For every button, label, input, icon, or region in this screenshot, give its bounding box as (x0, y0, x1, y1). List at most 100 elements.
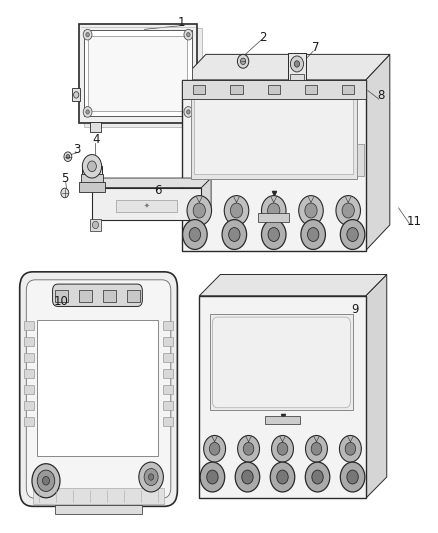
Circle shape (200, 462, 225, 492)
Circle shape (340, 462, 365, 492)
Circle shape (61, 188, 69, 198)
Circle shape (184, 29, 193, 40)
FancyBboxPatch shape (20, 272, 177, 506)
Text: 1: 1 (178, 16, 186, 29)
Circle shape (240, 58, 246, 64)
Bar (230, 85, 243, 94)
Circle shape (342, 203, 354, 218)
Polygon shape (366, 274, 387, 498)
Bar (33, 488, 164, 504)
Bar (24, 401, 34, 410)
Circle shape (339, 435, 361, 462)
Circle shape (82, 155, 102, 178)
Bar (84, 30, 192, 116)
Circle shape (299, 196, 323, 225)
Text: 4: 4 (92, 133, 100, 146)
Text: 2: 2 (259, 31, 267, 44)
Circle shape (347, 228, 358, 241)
Bar (90, 219, 101, 231)
Text: 5: 5 (61, 172, 68, 185)
FancyBboxPatch shape (212, 317, 350, 408)
Circle shape (268, 228, 279, 241)
FancyBboxPatch shape (26, 280, 171, 498)
Circle shape (187, 196, 212, 225)
Circle shape (224, 196, 249, 225)
Text: 9: 9 (351, 303, 359, 316)
Text: 8: 8 (378, 90, 385, 102)
Circle shape (222, 220, 247, 249)
Bar (182, 80, 366, 251)
Circle shape (305, 203, 317, 218)
Bar (79, 24, 197, 123)
Circle shape (244, 442, 254, 455)
Circle shape (83, 29, 92, 40)
Circle shape (311, 442, 321, 455)
Circle shape (336, 196, 360, 225)
Bar (258, 213, 289, 222)
Circle shape (345, 442, 356, 455)
Text: 11: 11 (406, 215, 421, 228)
Bar (88, 36, 187, 111)
Circle shape (307, 228, 319, 241)
Bar (290, 74, 304, 80)
Circle shape (261, 220, 286, 249)
Circle shape (195, 221, 201, 229)
Polygon shape (182, 54, 390, 80)
Circle shape (229, 228, 240, 241)
Circle shape (187, 110, 190, 114)
Bar (357, 144, 364, 176)
Bar (199, 296, 366, 498)
Bar (163, 385, 173, 394)
Polygon shape (92, 178, 211, 188)
Bar (79, 290, 92, 302)
Circle shape (187, 33, 190, 37)
Circle shape (290, 56, 304, 72)
Circle shape (277, 442, 288, 455)
Bar (55, 505, 142, 514)
Bar (92, 188, 201, 220)
Circle shape (88, 161, 96, 172)
Bar (265, 416, 300, 424)
Circle shape (183, 220, 207, 249)
Circle shape (139, 462, 163, 492)
Circle shape (268, 203, 280, 218)
Bar (163, 353, 173, 362)
Bar (182, 80, 366, 99)
Bar (24, 417, 34, 426)
Bar (163, 337, 173, 346)
Circle shape (209, 442, 220, 455)
Text: 3: 3 (73, 143, 80, 156)
Circle shape (83, 107, 92, 117)
Bar (103, 290, 116, 302)
Bar (24, 385, 34, 394)
Bar (90, 122, 101, 132)
Bar (196, 88, 204, 101)
Circle shape (204, 435, 226, 462)
Circle shape (312, 470, 323, 484)
Bar (24, 337, 34, 346)
Bar (127, 290, 140, 302)
Bar (342, 85, 354, 94)
Circle shape (277, 470, 288, 484)
Circle shape (301, 220, 325, 249)
Circle shape (235, 462, 260, 492)
Circle shape (86, 33, 89, 37)
FancyBboxPatch shape (53, 284, 142, 306)
Circle shape (74, 92, 79, 98)
Circle shape (207, 470, 218, 484)
Circle shape (184, 107, 193, 117)
Circle shape (193, 203, 205, 218)
Circle shape (37, 470, 55, 491)
Circle shape (230, 203, 243, 218)
Circle shape (261, 196, 286, 225)
Circle shape (148, 474, 154, 480)
Circle shape (242, 470, 253, 484)
Bar (24, 353, 34, 362)
Polygon shape (199, 274, 387, 296)
Text: ✦: ✦ (144, 203, 150, 209)
Bar (37, 320, 158, 456)
Bar (305, 85, 317, 94)
Circle shape (272, 435, 293, 462)
Bar (288, 53, 306, 80)
Text: 10: 10 (54, 295, 69, 308)
